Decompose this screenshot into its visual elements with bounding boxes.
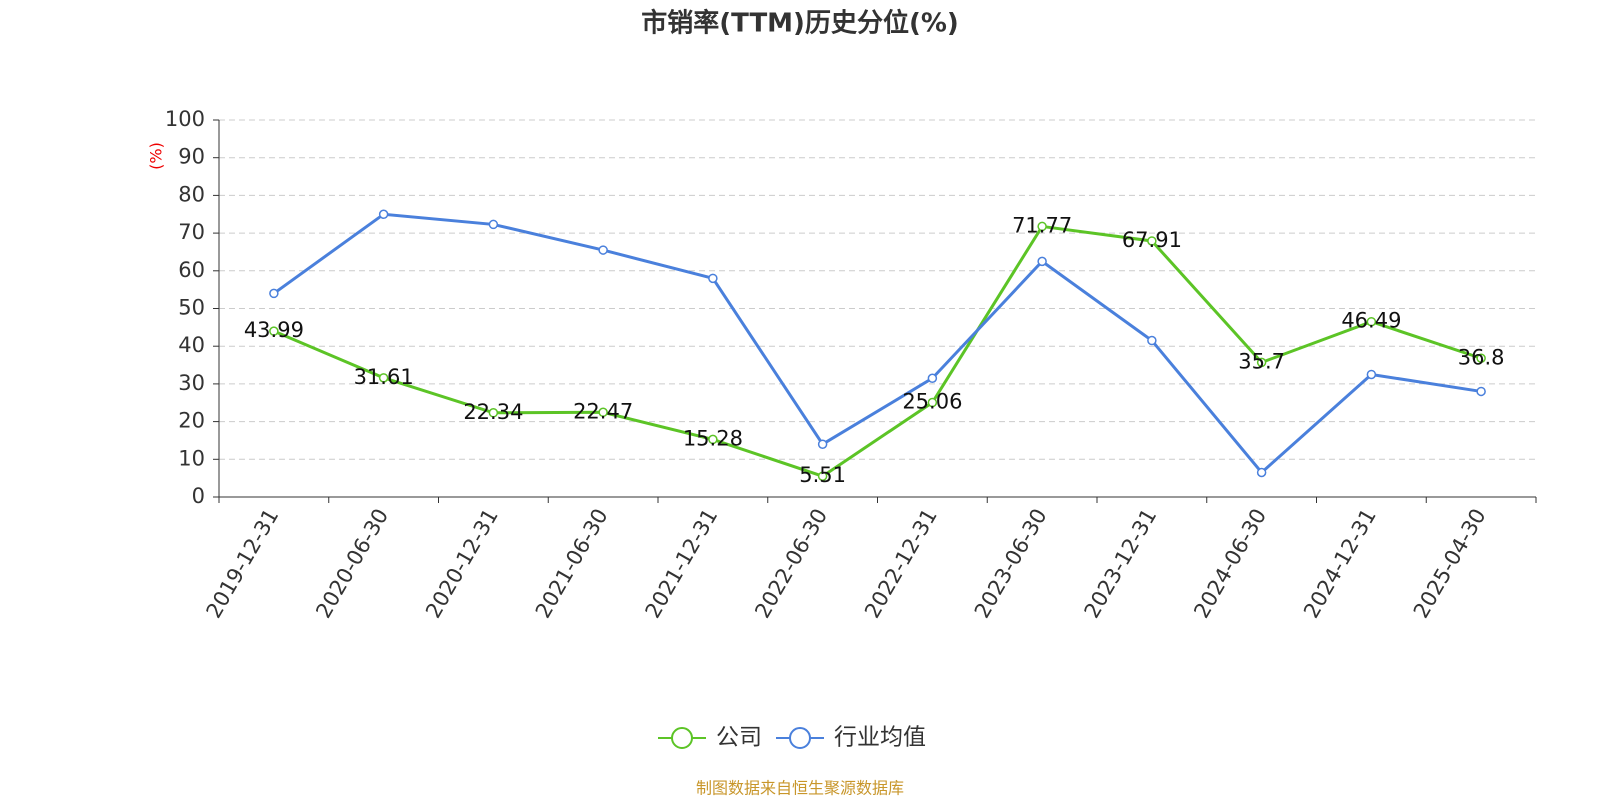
y-tick-label: 10 [178, 446, 205, 470]
data-label: 5.51 [799, 463, 846, 487]
data-point [488, 219, 499, 230]
y-tick-label: 80 [178, 182, 205, 206]
legend-marker [789, 727, 811, 749]
data-point [927, 397, 938, 408]
x-tick-label: 2022-12-31 [860, 505, 942, 623]
series-line [273, 224, 1482, 478]
data-label: 25.06 [902, 390, 962, 414]
data-label: 43.99 [244, 318, 304, 342]
data-point [1037, 256, 1047, 267]
data-point [817, 439, 828, 449]
y-tick-label: 60 [178, 258, 205, 282]
data-point [488, 408, 499, 418]
x-tick-label: 2020-12-31 [421, 505, 503, 623]
data-point [1147, 335, 1157, 346]
data-point [1366, 369, 1377, 380]
x-tick-label: 2023-06-30 [970, 505, 1052, 623]
x-tick-label: 2020-06-30 [311, 505, 393, 623]
data-point [708, 273, 718, 284]
data-point [1256, 467, 1267, 478]
x-tick-label: 2025-04-30 [1409, 505, 1491, 623]
data-label: 36.8 [1458, 345, 1505, 369]
data-label: 67.91 [1122, 228, 1182, 252]
x-tick-label: 2022-06-30 [750, 505, 832, 623]
x-tick-label: 2024-12-31 [1299, 505, 1381, 623]
y-tick-label: 50 [178, 296, 205, 320]
x-tick-label: 2023-12-31 [1080, 505, 1162, 623]
legend-label: 行业均值 [834, 725, 926, 751]
data-point [817, 471, 828, 481]
x-tick-label: 2019-12-31 [202, 505, 284, 623]
data-label: 22.47 [573, 399, 633, 423]
y-axis-label: (%) [147, 142, 166, 170]
data-point [1366, 316, 1377, 327]
legend-marker [671, 727, 693, 749]
data-label: 15.28 [683, 426, 743, 450]
data-point [598, 407, 608, 418]
y-tick-label: 20 [178, 409, 205, 433]
data-label: 35.7 [1238, 349, 1285, 373]
data-point [1476, 386, 1486, 397]
data-point [1037, 221, 1047, 232]
y-tick-label: 100 [165, 107, 205, 131]
data-point [1256, 357, 1267, 368]
data-point [598, 245, 608, 255]
chart-title: 市销率(TTM)历史分位(%) [641, 8, 959, 39]
data-point [708, 434, 718, 445]
x-tick-label: 2021-06-30 [531, 505, 613, 623]
data-label: 46.49 [1341, 309, 1401, 333]
x-tick-label: 2024-06-30 [1189, 505, 1271, 623]
legend-label: 公司 [716, 725, 762, 751]
y-tick-label: 40 [178, 333, 205, 357]
data-point [269, 326, 279, 336]
series-line [272, 212, 1482, 475]
data-point [378, 373, 389, 383]
data-point [378, 209, 389, 219]
y-tick-label: 70 [178, 220, 205, 244]
data-label: 71.77 [1012, 213, 1072, 237]
y-tick-label: 30 [178, 371, 205, 395]
data-point [927, 373, 938, 383]
data-point [1147, 236, 1157, 246]
data-point [269, 288, 279, 299]
data-label: 31.61 [354, 365, 414, 389]
x-tick-label: 2021-12-31 [641, 505, 723, 623]
data-point [1476, 353, 1486, 364]
y-tick-label: 90 [178, 145, 205, 169]
source-note: 制图数据来自恒生聚源数据库 [696, 779, 904, 798]
data-label: 22.34 [463, 400, 523, 424]
y-tick-label: 0 [192, 484, 205, 508]
